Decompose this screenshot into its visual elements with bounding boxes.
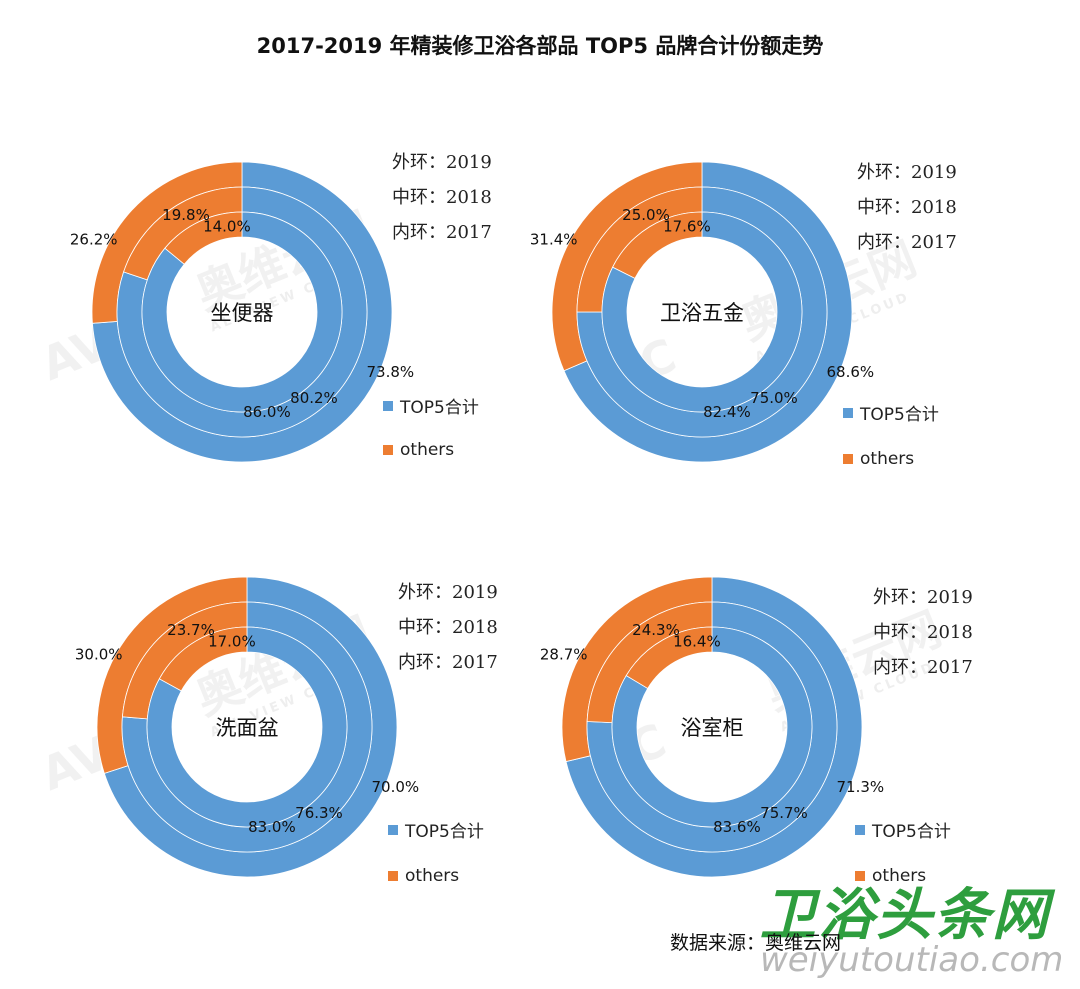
legend-label-others: others [400,440,455,460]
ring-2019-others-label: 30.0% [75,646,123,664]
ring-key-bathroom-cabinet: 外环：2019 中环：2018 内环：2017 [873,580,973,685]
ring-2019-others-label: 31.4% [530,231,578,249]
ring-2017-top5-label: 83.0% [248,818,296,836]
ring-2019-top5-label: 73.8% [367,363,415,381]
legend-label-top5: TOP5合计 [872,822,951,842]
legend-swatch-others [855,871,865,881]
legend-label-top5: TOP5合计 [860,405,939,425]
ring-2017-top5-label: 86.0% [243,403,291,421]
donut-chart-washbasin: 70.0% 30.0% 76.3% 23.7% 83.0% 17.0% 洗面盆 [75,576,420,878]
ring-key-outer: 外环：2019 [857,162,957,183]
ring-2019-top5-label: 68.6% [827,363,875,381]
donut-center-label: 洗面盆 [216,716,279,740]
legend-swatch-top5 [383,400,393,411]
site-watermark-url: weiyutoutiao.com [760,940,1064,980]
donut-panel-toilet: 73.8% 26.2% 80.2% 19.8% 86.0% 14.0% 坐便器 外环：201… [0,0,540,500]
ring-2017-others-segment [612,211,703,279]
legend-item-others: others [383,440,454,460]
ring-2017-top5-segment [146,626,348,828]
donut-panel-hardware: 68.6% 31.4% 75.0% 25.0% 82.4% 17.6% 卫浴五金 外环：20… [530,0,1080,500]
ring-2017-top5-segment [141,211,343,413]
ring-2017-top5-segment [611,626,813,828]
site-watermark-logo: 卫浴头条网 [760,883,1050,948]
ring-2019-top5-label: 71.3% [837,778,885,796]
ring-key-hardware: 外环：2019 中环：2018 内环：2017 [857,155,957,260]
ring-2018-top5-label: 75.7% [760,804,808,822]
ring-2017-others-segment [164,211,243,265]
ring-2018-top5-label: 75.0% [750,389,798,407]
ring-2017-others-label: 14.0% [203,217,251,235]
ring-2017-others-segment [158,626,248,692]
donut-panel-bathroom-cabinet: 71.3% 28.7% 75.7% 24.3% 83.6% 16.4% 浴室柜 外环：201… [540,480,1080,989]
ring-2017-others-label: 17.6% [663,217,711,235]
ring-2019-others-label: 26.2% [70,231,118,249]
ring-2018-top5-label: 76.3% [295,804,343,822]
ring-key-inner: 内环：2017 [857,232,957,253]
ring-key-middle: 中环：2018 [392,187,492,208]
legend-item-others: others [843,449,914,469]
legend-swatch-top5 [388,824,398,835]
ring-2017-others-label: 17.0% [208,632,256,650]
ring-key-washbasin: 外环：2019 中环：2018 内环：2017 [398,575,498,680]
legend-label-others: others [405,866,460,886]
ring-2019-top5-label: 70.0% [372,778,420,796]
legend-swatch-others [388,871,398,881]
ring-2017-top5-segment [601,211,803,413]
ring-key-outer: 外环：2019 [398,582,498,603]
donut-panel-washbasin: 70.0% 30.0% 76.3% 23.7% 83.0% 17.0% 洗面盆 外环：201… [0,480,540,989]
ring-key-outer: 外环：2019 [873,587,973,608]
ring-2017-others-label: 16.4% [673,632,721,650]
donut-center-label: 卫浴五金 [660,301,744,325]
legend-label-top5: TOP5合计 [400,398,479,418]
legend-item-top5: TOP5合计 [388,817,484,842]
ring-2019-others-label: 28.7% [540,646,588,664]
donut-center-label: 坐便器 [211,301,274,325]
ring-key-middle: 中环：2018 [873,622,973,643]
ring-key-inner: 内环：2017 [392,222,492,243]
legend-item-others: others [855,866,926,886]
legend-swatch-top5 [843,407,853,418]
ring-2018-others-label: 24.3% [632,621,680,639]
ring-2017-top5-label: 83.6% [713,818,761,836]
legend-label-others: others [872,866,927,886]
donut-chart-toilet: 73.8% 26.2% 80.2% 19.8% 86.0% 14.0% 坐便器 [70,161,415,463]
legend-swatch-others [383,445,393,455]
donut-center-label: 浴室柜 [681,716,744,740]
legend-label-top5: TOP5合计 [405,822,484,842]
ring-key-middle: 中环：2018 [857,197,957,218]
ring-key-inner: 内环：2017 [873,657,973,678]
ring-key-inner: 内环：2017 [398,652,498,673]
ring-2018-others-label: 19.8% [162,206,210,224]
ring-2017-others-segment [625,626,713,689]
ring-2018-others-label: 23.7% [167,621,215,639]
legend-item-others: others [388,866,459,886]
legend-swatch-others [843,454,853,464]
ring-key-toilet: 外环：2019 中环：2018 内环：2017 [392,145,492,250]
ring-2018-others-label: 25.0% [622,206,670,224]
ring-key-middle: 中环：2018 [398,617,498,638]
donut-chart-hardware: 68.6% 31.4% 75.0% 25.0% 82.4% 17.6% 卫浴五金 [530,161,875,463]
legend-label-others: others [860,449,915,469]
donut-chart-bathroom-cabinet: 71.3% 28.7% 75.7% 24.3% 83.6% 16.4% 浴室柜 [540,576,885,878]
ring-2018-top5-label: 80.2% [290,389,338,407]
legend-item-top5: TOP5合计 [843,400,939,425]
ring-2017-top5-label: 82.4% [703,403,751,421]
legend-swatch-top5 [855,824,865,835]
legend-item-top5: TOP5合计 [855,817,951,842]
source-note: 数据来源：奥维云网 [670,932,842,954]
ring-key-outer: 外环：2019 [392,152,492,173]
legend-item-top5: TOP5合计 [383,393,479,418]
chart-title: 2017-2019 年精装修卫浴各部品 TOP5 品牌合计份额走势 [256,34,824,58]
